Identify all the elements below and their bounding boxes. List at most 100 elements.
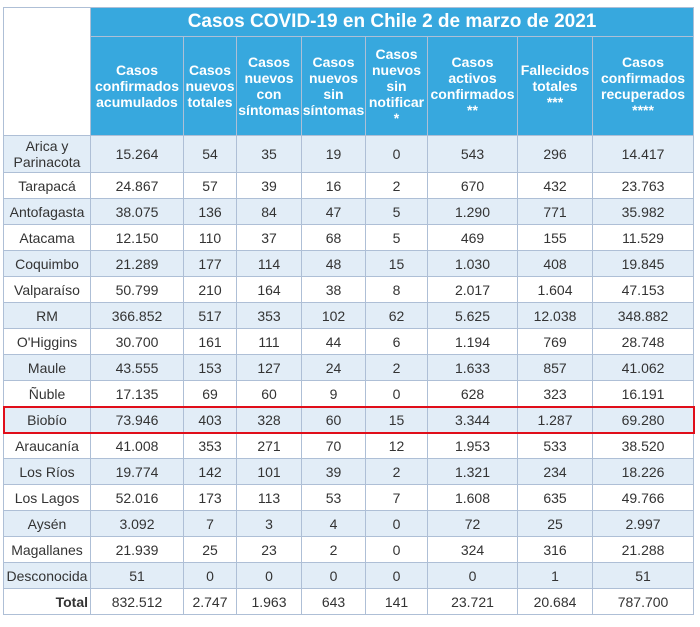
table-cell: 771 <box>517 198 593 225</box>
table-cell: 1 <box>517 562 593 589</box>
table-cell: 1.321 <box>427 458 518 485</box>
table-cell: 7 <box>183 510 237 537</box>
table-cell: 5 <box>365 224 428 251</box>
table-cell: 38.075 <box>90 198 184 225</box>
table-cell: 69.280 <box>591 406 695 433</box>
table-row: Biobío 73.946 403 328 60 15 3.344 1.287 69.280 <box>3 406 695 433</box>
table-cell: 38 <box>301 276 366 303</box>
table-row: Arica y Parinacota 15.264 54 35 19 0 543 296 14.… <box>3 135 695 173</box>
table-cell: 0 <box>301 562 366 589</box>
table-cell: 70 <box>301 432 366 459</box>
column-header-line: Casos <box>375 46 418 62</box>
table-cell: 3.092 <box>90 510 184 537</box>
region-name: Aysén <box>3 510 91 537</box>
table-cell: 101 <box>236 458 302 485</box>
table-cell: 173 <box>183 484 237 511</box>
column-header: Casos nuevos sin notificar * <box>365 36 428 136</box>
table-cell: 1.290 <box>427 198 518 225</box>
table-cell: 111 <box>236 328 302 355</box>
table-cell: 142 <box>183 458 237 485</box>
table-cell: 0 <box>183 562 237 589</box>
table-cell: 234 <box>517 458 593 485</box>
table-cell: 0 <box>365 135 428 173</box>
table-cell: 0 <box>365 562 428 589</box>
column-header-line: totales <box>532 78 578 94</box>
column-header-line: síntomas <box>302 102 365 118</box>
table-row: Ñuble 17.135 69 60 9 0 628 323 16.191 <box>3 380 695 407</box>
table-cell: 73.946 <box>90 406 184 433</box>
table-cell: 324 <box>427 536 518 563</box>
table-cell: 2 <box>365 172 428 199</box>
corner-cell <box>3 7 91 136</box>
table-cell: 50.799 <box>90 276 184 303</box>
table-cell: 1.287 <box>517 406 593 433</box>
column-header: Casos confirmados recuperados **** <box>591 36 695 136</box>
table-cell: 57 <box>183 172 237 199</box>
table-cell: 60 <box>236 380 302 407</box>
table-cell: 323 <box>517 380 593 407</box>
column-header-line: **** <box>632 102 654 118</box>
table-cell: 0 <box>365 510 428 537</box>
table-cell: 2 <box>365 458 428 485</box>
table-row: Maule 43.555 153 127 24 2 1.633 857 41.062 <box>3 354 695 381</box>
table-cell: 161 <box>183 328 237 355</box>
column-header-line: con <box>256 86 282 102</box>
table-cell: 408 <box>517 250 593 277</box>
total-label: Total <box>3 588 91 615</box>
column-header: Casos confirmados acumulados <box>90 36 184 136</box>
table-cell: 353 <box>236 302 302 329</box>
covid-cases-table: Casos COVID-19 en Chile 2 de marzo de 20… <box>3 7 695 615</box>
region-name: Arica y Parinacota <box>3 135 91 173</box>
table-cell: 51 <box>90 562 184 589</box>
region-name: Araucanía <box>3 432 91 459</box>
table-cell: 3.344 <box>427 406 518 433</box>
region-name: Magallanes <box>3 536 91 563</box>
column-header: Casos activos confirmados ** <box>427 36 518 136</box>
table-row: Atacama 12.150 110 37 68 5 469 155 11.529 <box>3 224 695 251</box>
table-cell: 9 <box>301 380 366 407</box>
table-cell: 11.529 <box>591 224 695 251</box>
table-cell: 403 <box>183 406 237 433</box>
table-cell: 17.135 <box>90 380 184 407</box>
table-cell: 37 <box>236 224 302 251</box>
table-cell: 114 <box>236 250 302 277</box>
table-cell: 271 <box>236 432 302 459</box>
region-name: Coquimbo <box>3 250 91 277</box>
region-name: Maule <box>3 354 91 381</box>
column-header-line: Casos <box>451 54 494 70</box>
region-name: Los Ríos <box>3 458 91 485</box>
table-cell: 2 <box>301 536 366 563</box>
table-row: Los Ríos 19.774 142 101 39 2 1.321 234 18.226 <box>3 458 695 485</box>
table-cell: 670 <box>427 172 518 199</box>
table-body: Arica y Parinacota 15.264 54 35 19 0 543 296 14.… <box>3 135 695 615</box>
table-cell: 177 <box>183 250 237 277</box>
total-cell: 2.747 <box>183 588 237 615</box>
table-cell: 12 <box>365 432 428 459</box>
region-name: Tarapacá <box>3 172 91 199</box>
table-cell: 12.150 <box>90 224 184 251</box>
table-cell: 5 <box>365 198 428 225</box>
table-cell: 15 <box>365 406 428 433</box>
table-cell: 164 <box>236 276 302 303</box>
table-cell: 1.030 <box>427 250 518 277</box>
table-cell: 21.288 <box>591 536 695 563</box>
table-cell: 1.953 <box>427 432 518 459</box>
table-cell: 19.845 <box>591 250 695 277</box>
table-cell: 3 <box>236 510 302 537</box>
table-cell: 110 <box>183 224 237 251</box>
table-title: Casos COVID-19 en Chile 2 de marzo de 20… <box>89 7 695 37</box>
table-cell: 0 <box>365 536 428 563</box>
table-cell: 60 <box>301 406 366 433</box>
column-header-line: confirmados <box>430 86 515 102</box>
table-cell: 0 <box>427 562 518 589</box>
table-cell: 432 <box>517 172 593 199</box>
table-row: Antofagasta 38.075 136 84 47 5 1.290 771 35.982 <box>3 198 695 225</box>
table-cell: 54 <box>183 135 237 173</box>
table-cell: 53 <box>301 484 366 511</box>
table-cell: 628 <box>427 380 518 407</box>
table-cell: 857 <box>517 354 593 381</box>
table-cell: 2.017 <box>427 276 518 303</box>
table-cell: 52.016 <box>90 484 184 511</box>
table-cell: 296 <box>517 135 593 173</box>
table-cell: 44 <box>301 328 366 355</box>
